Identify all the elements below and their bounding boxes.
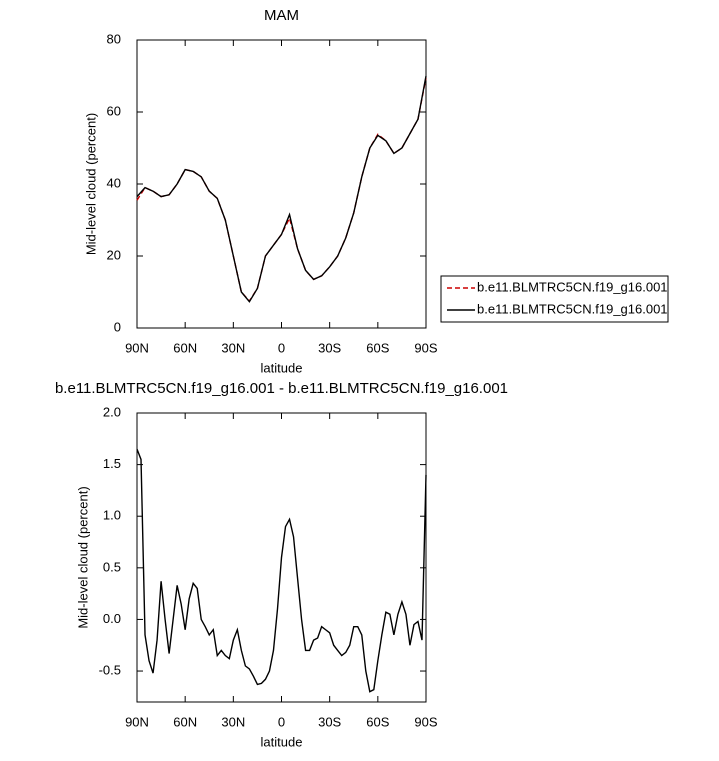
data-line: [136, 75, 427, 303]
y-tick-label: 0: [114, 319, 121, 334]
y-tick-label: -0.5: [99, 662, 121, 677]
x-axis-label: latitude: [261, 360, 303, 375]
chart-title: b.e11.BLMTRC5CN.f19_g16.001 - b.e11.BLMT…: [55, 380, 508, 397]
y-axis-label: Mid-level cloud (percent): [83, 113, 98, 255]
x-tick-label: 60S: [366, 340, 389, 355]
x-tick-label: 90S: [414, 714, 437, 729]
y-tick-label: 2.0: [103, 404, 121, 419]
legend-label: b.e11.BLMTRC5CN.f19_g16.001: [477, 301, 668, 316]
legend-box: [440, 275, 669, 323]
x-axis-label: latitude: [261, 734, 303, 749]
x-tick-label: 90N: [125, 340, 149, 355]
x-tick-label: 60N: [173, 340, 197, 355]
data-line: [136, 77, 427, 303]
x-tick-label: 0: [278, 714, 285, 729]
y-tick-label: 1.5: [103, 456, 121, 471]
x-tick-label: 30S: [318, 714, 341, 729]
y-tick-label: 0.0: [103, 611, 121, 626]
x-tick-label: 60N: [173, 714, 197, 729]
y-tick-label: 40: [107, 175, 121, 190]
y-tick-label: 0.5: [103, 559, 121, 574]
plot-frame: [136, 39, 427, 329]
y-axis-label: Mid-level cloud (percent): [75, 486, 90, 628]
y-tick-label: 80: [107, 31, 121, 46]
y-tick-label: 20: [107, 247, 121, 262]
data-line: [136, 448, 427, 693]
x-tick-label: 30S: [318, 340, 341, 355]
legend-label: b.e11.BLMTRC5CN.f19_g16.001: [477, 279, 668, 294]
x-tick-label: 30N: [221, 340, 245, 355]
x-tick-label: 0: [278, 340, 285, 355]
x-tick-label: 30N: [221, 714, 245, 729]
y-tick-label: 1.0: [103, 508, 121, 523]
chart-title: MAM: [264, 7, 299, 24]
x-tick-label: 90S: [414, 340, 437, 355]
y-tick-label: 60: [107, 103, 121, 118]
x-tick-label: 60S: [366, 714, 389, 729]
x-tick-label: 90N: [125, 714, 149, 729]
